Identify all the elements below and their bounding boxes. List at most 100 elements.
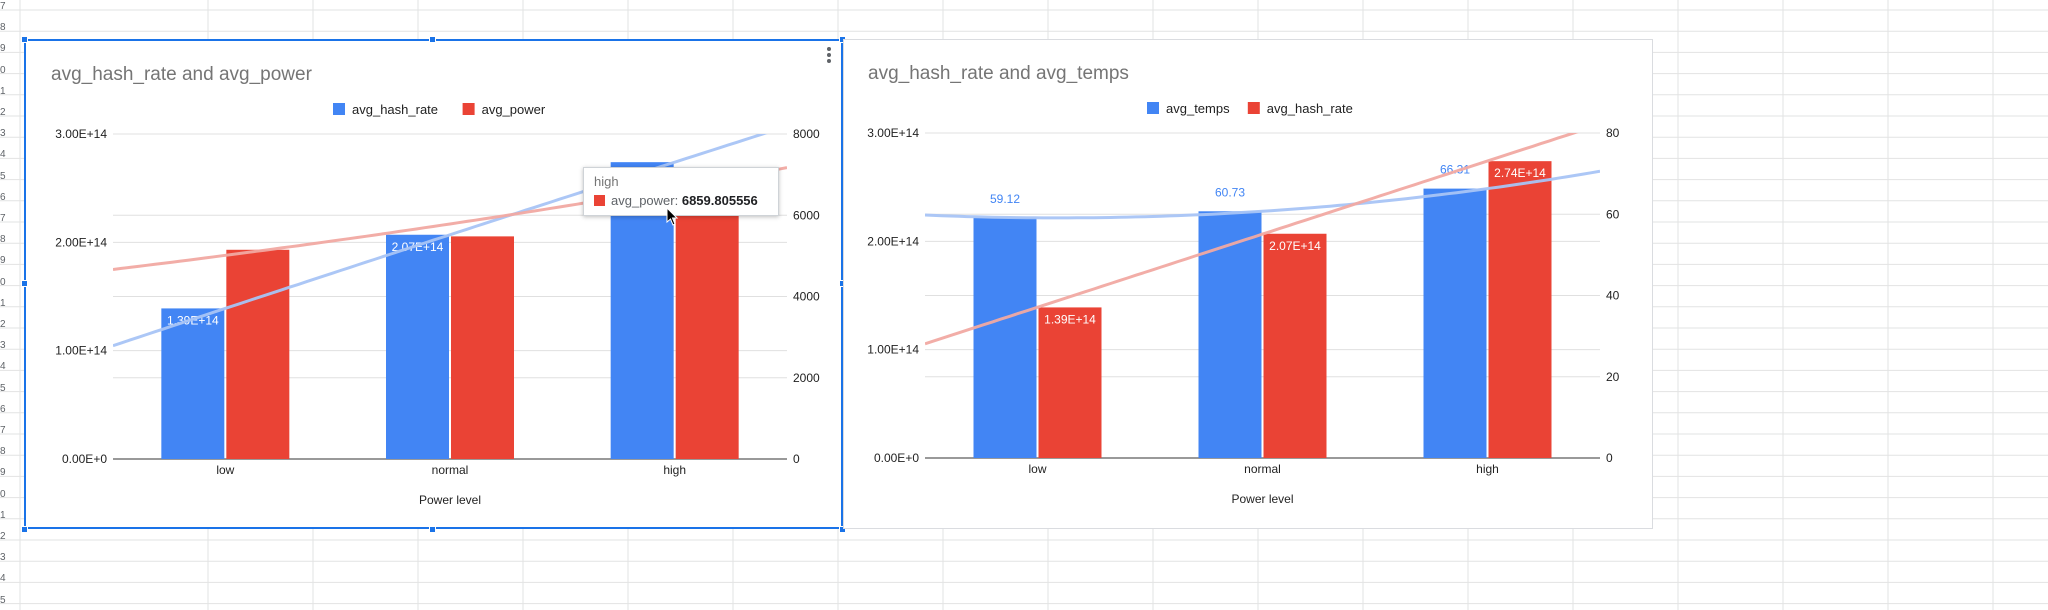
bar-avg-power — [226, 249, 290, 459]
tooltip-series: avg_power — [611, 193, 675, 208]
row-number[interactable]: 2 — [0, 319, 6, 330]
row-number[interactable]: 5 — [0, 382, 6, 394]
tooltip-swatch — [594, 195, 605, 206]
bar-avg-hash-rate — [1263, 233, 1327, 458]
row-number[interactable]: 8 — [0, 234, 6, 246]
chart-hash-rate-power-svg: avg_hash_rate and avg_power avg_hash_rate… — [51, 64, 820, 507]
row-number[interactable]: 2 — [0, 531, 6, 542]
right-axis-tick-label: 40 — [1606, 289, 1620, 303]
right-axis-tick-label: 20 — [1606, 370, 1620, 384]
legend-swatch — [1147, 102, 1159, 114]
resize-handle[interactable] — [21, 526, 28, 533]
row-number[interactable]: 4 — [0, 573, 6, 585]
tooltip-title: high — [594, 174, 619, 189]
row-number[interactable]: 6 — [0, 191, 6, 203]
right-axis-tick-label: 60 — [1606, 207, 1620, 221]
bar-avg-temps — [1198, 211, 1262, 458]
right-axis-tick-label: 2000 — [793, 371, 820, 385]
chart-hash-rate-temps[interactable]: avg_hash_rate and avg_temps avg_temps avg_… — [843, 39, 1653, 529]
trendline-avg-hash-rate — [113, 134, 768, 348]
resize-handle[interactable] — [21, 280, 28, 287]
row-number[interactable]: 0 — [0, 488, 6, 500]
mouse-cursor-icon — [666, 207, 679, 226]
data-label: 59.12 — [990, 192, 1020, 206]
left-axis-tick-label: 1.00E+14 — [867, 343, 919, 357]
right-axis-tick-label: 0 — [1606, 451, 1613, 465]
chart-hash-rate-power[interactable]: avg_hash_rate and avg_power avg_hash_rate… — [24, 39, 843, 529]
legend-label: avg_temps — [1166, 101, 1230, 116]
row-number[interactable]: 0 — [0, 276, 6, 288]
bar-avg-power — [451, 236, 514, 459]
data-label: 60.73 — [1215, 185, 1245, 199]
row-number[interactable]: 5 — [0, 170, 6, 182]
x-axis-tick-label: high — [1476, 462, 1499, 476]
x-axis-title: Power level — [419, 493, 481, 507]
resize-handle[interactable] — [839, 526, 846, 533]
row-number[interactable]: 6 — [0, 403, 6, 415]
bar-avg-hash-rate — [1488, 161, 1552, 458]
bar-avg-temps — [973, 217, 1037, 458]
row-number[interactable]: 7 — [0, 213, 6, 224]
row-number[interactable]: 2 — [0, 107, 6, 118]
left-axis-tick-label: 3.00E+14 — [867, 126, 919, 140]
row-number[interactable]: 3 — [0, 552, 6, 564]
right-axis-tick-label: 0 — [793, 452, 800, 466]
row-number[interactable]: 1 — [0, 85, 6, 97]
right-axis-tick-label: 80 — [1606, 126, 1620, 140]
left-axis-tick-label: 0.00E+0 — [62, 452, 107, 466]
data-label: 1.39E+14 — [1044, 312, 1096, 326]
resize-handle[interactable] — [429, 526, 436, 533]
right-axis-tick-label: 4000 — [793, 290, 820, 304]
left-axis-tick-label: 0.00E+0 — [874, 451, 919, 465]
chart-title: avg_hash_rate and avg_temps — [868, 63, 1129, 84]
legend-label: avg_hash_rate — [352, 102, 438, 117]
trendline-avg-hash-rate — [925, 133, 1579, 346]
legend-swatch — [333, 103, 345, 115]
row-number[interactable]: 3 — [0, 128, 6, 140]
row-number[interactable]: 7 — [0, 425, 6, 436]
x-axis-title: Power level — [1231, 492, 1293, 506]
row-number[interactable]: 4 — [0, 361, 6, 373]
left-axis-tick-label: 2.00E+14 — [55, 235, 107, 249]
trendline-avg-temps — [925, 169, 1600, 220]
chart-hash-rate-temps-svg: avg_hash_rate and avg_temps avg_temps avg_… — [867, 63, 1620, 506]
bar-avg-hash-rate — [1038, 307, 1102, 458]
row-number[interactable]: 1 — [0, 297, 6, 309]
bar-avg-hash-rate — [161, 308, 225, 459]
bar-avg-power — [675, 180, 739, 459]
legend-label: avg_hash_rate — [1267, 101, 1353, 116]
left-axis-tick-label: 2.00E+14 — [867, 234, 919, 248]
right-axis-tick-label: 6000 — [793, 208, 820, 222]
row-number[interactable]: 7 — [0, 1, 6, 12]
row-number[interactable]: 8 — [0, 22, 6, 34]
data-label: 2.74E+14 — [1494, 166, 1546, 180]
chart-title: avg_hash_rate and avg_power — [51, 64, 313, 85]
legend-swatch — [1247, 102, 1260, 114]
legend-label: avg_power — [482, 102, 546, 117]
resize-handle[interactable] — [429, 36, 436, 43]
right-axis-tick-label: 8000 — [793, 127, 820, 141]
chart-tooltip: high avg_power: 6859.805556 — [583, 167, 779, 216]
x-axis-tick-label: normal — [432, 463, 469, 477]
more-vert-icon[interactable] — [826, 47, 832, 67]
resize-handle[interactable] — [21, 36, 28, 43]
bar-avg-hash-rate — [386, 234, 449, 459]
row-number[interactable]: 0 — [0, 64, 6, 76]
left-axis-tick-label: 1.00E+14 — [55, 344, 107, 358]
left-axis-tick-label: 3.00E+14 — [55, 127, 107, 141]
legend-swatch — [462, 103, 475, 115]
bar-avg-temps — [1423, 188, 1487, 458]
row-number[interactable]: 9 — [0, 43, 6, 55]
row-number[interactable]: 5 — [0, 594, 6, 606]
x-axis-tick-label: high — [663, 463, 686, 477]
row-number[interactable]: 8 — [0, 446, 6, 458]
x-axis-tick-label: low — [216, 463, 234, 477]
row-number[interactable]: 9 — [0, 255, 6, 267]
row-number[interactable]: 4 — [0, 149, 6, 161]
row-number[interactable]: 9 — [0, 467, 6, 479]
x-axis-tick-label: low — [1028, 462, 1046, 476]
tooltip-value: 6859.805556 — [681, 193, 758, 208]
row-number[interactable]: 3 — [0, 340, 6, 352]
x-axis-tick-label: normal — [1244, 462, 1281, 476]
row-number[interactable]: 1 — [0, 509, 6, 521]
